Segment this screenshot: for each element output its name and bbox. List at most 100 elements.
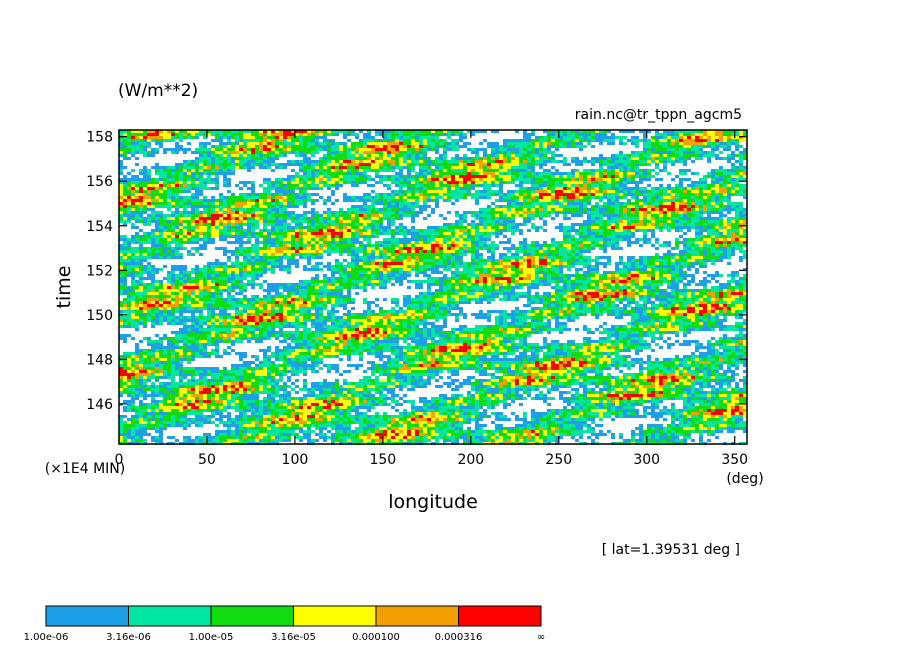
heatmap-cell: [451, 166, 455, 169]
heatmap-cell: [355, 157, 359, 160]
heatmap-cell: [419, 193, 423, 196]
heatmap-cell: [727, 235, 731, 238]
heatmap-cell: [415, 151, 419, 154]
heatmap-cell: [651, 214, 655, 217]
heatmap-cell: [651, 229, 655, 232]
heatmap-cell: [199, 247, 203, 250]
heatmap-cell: [195, 133, 199, 136]
heatmap-cell: [527, 196, 531, 199]
heatmap-cell: [463, 163, 467, 166]
heatmap-cell: [491, 175, 495, 178]
heatmap-cell: [727, 202, 731, 205]
heatmap-cell: [267, 139, 271, 142]
heatmap-cell: [427, 163, 431, 166]
heatmap-cell: [343, 154, 347, 157]
heatmap-cell: [151, 214, 155, 217]
heatmap-cell: [455, 145, 459, 148]
heatmap-cell: [499, 178, 503, 181]
heatmap-cell: [251, 142, 255, 145]
heatmap-cell: [423, 157, 427, 160]
heatmap-cell: [739, 151, 743, 154]
heatmap-cell: [567, 172, 571, 175]
heatmap-cell: [459, 196, 463, 199]
heatmap-cell: [487, 163, 491, 166]
heatmap-cell: [235, 214, 239, 217]
heatmap-cell: [191, 193, 195, 196]
heatmap-cell: [167, 190, 171, 193]
heatmap-cell: [347, 148, 351, 151]
heatmap-cell: [479, 235, 483, 238]
heatmap-cell: [627, 214, 631, 217]
heatmap-cell: [495, 214, 499, 217]
heatmap-cell: [351, 214, 355, 217]
heatmap-cell: [155, 163, 159, 166]
heatmap-cell: [695, 244, 699, 247]
heatmap-cell: [563, 157, 567, 160]
heatmap-cell: [203, 223, 207, 226]
heatmap-cell: [579, 214, 583, 217]
heatmap-cell: [591, 160, 595, 163]
heatmap-cell: [179, 226, 183, 229]
heatmap-cell: [655, 217, 659, 220]
heatmap-cell: [679, 178, 683, 181]
heatmap-cell: [191, 241, 195, 244]
heatmap-cell: [527, 214, 531, 217]
heatmap-cell: [351, 142, 355, 145]
heatmap-cell: [263, 154, 267, 157]
heatmap-cell: [275, 226, 279, 229]
heatmap-cell: [571, 223, 575, 226]
heatmap-cell: [495, 160, 499, 163]
heatmap-cell: [519, 148, 523, 151]
heatmap-cell: [231, 217, 235, 220]
heatmap-cell: [655, 241, 659, 244]
heatmap-cell: [303, 229, 307, 232]
heatmap-cell: [595, 169, 599, 172]
heatmap-cell: [387, 199, 391, 202]
heatmap-cell: [363, 223, 367, 226]
heatmap-cell: [367, 220, 371, 223]
heatmap-cell: [263, 145, 267, 148]
heatmap-cell: [539, 196, 543, 199]
heatmap-cell: [679, 160, 683, 163]
heatmap-cell: [279, 238, 283, 241]
heatmap-cell: [283, 178, 287, 181]
heatmap-cell: [119, 217, 123, 220]
heatmap-cell: [739, 241, 743, 244]
heatmap-cell: [623, 172, 627, 175]
heatmap-cell: [447, 229, 451, 232]
heatmap-cell: [615, 154, 619, 157]
heatmap-cell: [251, 232, 255, 235]
heatmap-cell: [435, 175, 439, 178]
heatmap-cell: [559, 154, 563, 157]
heatmap-cell: [559, 178, 563, 181]
heatmap-cell: [431, 184, 435, 187]
heatmap-cell: [563, 133, 567, 136]
heatmap-cell: [563, 145, 567, 148]
heatmap-cell: [471, 133, 475, 136]
heatmap-cell: [611, 133, 615, 136]
heatmap-cell: [655, 142, 659, 145]
heatmap-cell: [679, 196, 683, 199]
heatmap-cell: [711, 211, 715, 214]
heatmap-cell: [255, 193, 259, 196]
heatmap-cell: [367, 133, 371, 136]
heatmap-cell: [147, 241, 151, 244]
heatmap-cell: [191, 166, 195, 169]
heatmap-cell: [435, 166, 439, 169]
heatmap-cell: [351, 163, 355, 166]
heatmap-cell: [703, 181, 707, 184]
heatmap-cell: [439, 157, 443, 160]
heatmap-cell: [307, 130, 311, 133]
heatmap-cell: [315, 226, 319, 229]
heatmap-cell: [315, 136, 319, 139]
heatmap-cell: [127, 208, 131, 211]
heatmap-cell: [195, 220, 199, 223]
heatmap-cell: [555, 190, 559, 193]
heatmap-cell: [587, 187, 591, 190]
heatmap-cell: [235, 142, 239, 145]
heatmap-cell: [227, 214, 231, 217]
heatmap-cell: [579, 148, 583, 151]
heatmap-cell: [287, 196, 291, 199]
heatmap-cell: [287, 181, 291, 184]
heatmap-cell: [415, 148, 419, 151]
